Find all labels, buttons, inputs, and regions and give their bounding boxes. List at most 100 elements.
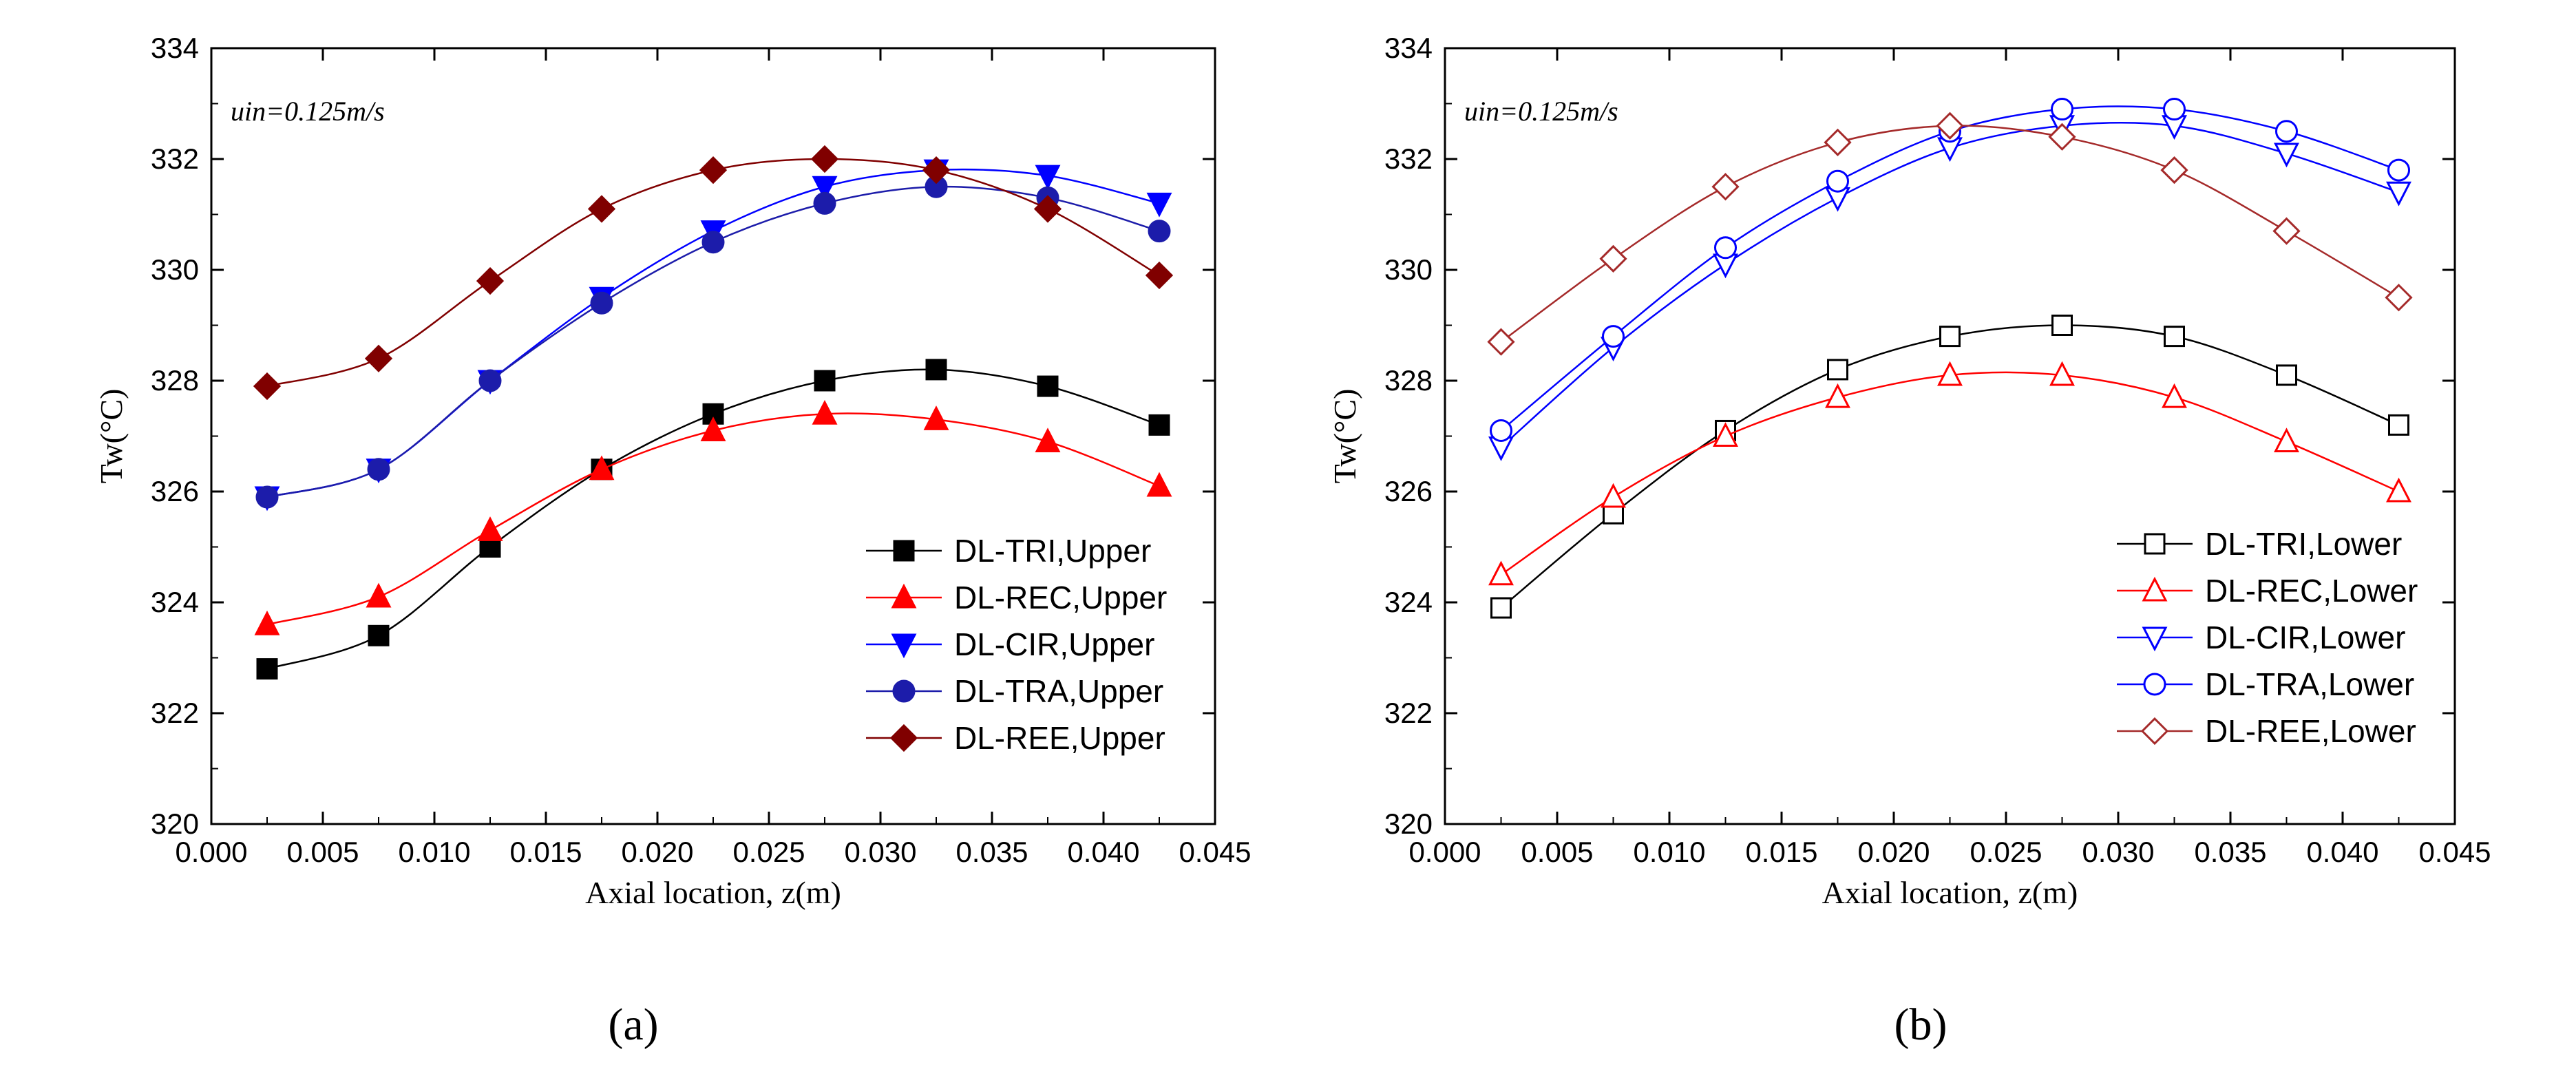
panel-label: (b) [1894,1000,1947,1050]
legend-label: DL-REC,Lower [2205,573,2418,609]
x-tick-label: 0.020 [621,836,693,868]
data-point [1488,560,1514,586]
y-tick-label: 334 [1384,32,1433,64]
legend-marker [891,583,917,609]
series-dl-tra-upper [255,175,1171,509]
data-point [1037,375,1059,397]
data-point [255,485,279,509]
y-tick-label: 326 [1384,475,1433,507]
y-tick-label: 326 [151,475,199,507]
data-point [2386,181,2411,207]
data-point [2385,284,2413,312]
series-line [266,168,1160,498]
x-tick-label: 0.045 [2418,836,2491,868]
legend-marker [2140,717,2169,746]
plot-frame [1444,47,2456,825]
legend-marker [2142,626,2168,652]
y-tick-label: 330 [151,253,199,286]
legend-item: DL-TRA,Lower [2117,666,2414,702]
data-point [810,145,839,173]
y-axis-label: Tw(°C) [1327,389,1362,484]
data-point [2051,315,2073,336]
series-dl-rec-lower [1488,361,2411,586]
data-point [922,156,951,184]
inlet-velocity-annotation: uin=0.125m/s [231,96,385,127]
legend-label: DL-REE,Lower [2205,713,2416,749]
data-point [2049,361,2075,386]
data-point [2274,428,2299,453]
x-tick-label: 0.020 [1857,836,1930,868]
data-point [2276,364,2297,386]
data-point [2164,326,2185,348]
data-point [253,372,282,401]
legend-label: DL-CIR,Lower [2205,620,2405,655]
data-point [1711,173,1740,201]
y-tick-label: 334 [151,32,199,64]
legend-marker [2144,533,2166,555]
x-tick-label: 0.015 [1745,836,1817,868]
x-tick-label: 0.030 [2082,836,2154,868]
data-point [813,191,836,215]
y-tick-label: 322 [1384,697,1433,729]
x-tick-label: 0.010 [1633,836,1705,868]
legend-marker [889,724,918,752]
data-point [1148,414,1170,436]
legend-marker [2142,576,2168,602]
data-point [364,344,393,372]
data-point [1148,220,1171,243]
data-point [1487,328,1515,356]
panel-a: 0.000 0.005 0.010 0.015 0.020 0.025 0.030 0.035… [94,32,1252,1050]
data-point [1936,112,1964,140]
legend-item: DL-CIR,Upper [866,626,1154,662]
data-point [254,610,280,635]
data-point [1490,419,1512,442]
series-dl-tri-lower [1490,315,2409,619]
data-point [2275,120,2298,143]
series-dl-tra-lower [1490,98,2410,442]
data-point [2162,383,2187,408]
data-point [699,156,728,184]
y-tick-label: 324 [1384,586,1433,618]
data-point [366,582,392,608]
x-tick-label: 0.005 [286,836,359,868]
data-point [1714,236,1737,260]
data-point [701,231,725,254]
panel-b: 0.000 0.005 0.010 0.015 0.020 0.025 0.030 0.035… [1327,32,2491,1050]
legend-label: DL-TRI,Upper [954,533,1151,569]
data-point [1713,422,1738,447]
legend-label: DL-CIR,Upper [954,626,1154,662]
data-point [1827,359,1848,381]
legend-item: DL-TRI,Upper [866,533,1151,569]
legend-item: DL-TRA,Upper [866,673,1163,709]
legend-marker [891,633,917,659]
series-dl-ree-lower [1487,112,2413,356]
data-point [1602,325,1625,348]
series-dl-cir-lower [1488,115,2411,461]
legend-item: DL-CIR,Lower [2117,620,2405,655]
data-point [2388,414,2409,436]
data-point [477,516,503,541]
data-point [2272,217,2301,245]
data-point [589,455,615,481]
data-point [1490,597,1512,619]
data-point [1146,192,1172,218]
x-tick-label: 0.030 [844,836,916,868]
legend-item: DL-REC,Upper [866,580,1167,615]
x-tick-label: 0.025 [1970,836,2042,868]
legend-label: DL-TRA,Lower [2205,666,2414,702]
legend-label: DL-TRI,Lower [2205,526,2402,562]
x-tick-label: 0.005 [1521,836,1593,868]
y-tick-label: 332 [1384,143,1433,175]
x-tick-label: 0.025 [732,836,805,868]
data-point [1033,195,1062,223]
data-point [925,359,947,381]
legend-label: DL-REC,Upper [954,580,1167,615]
series-line [1500,105,2399,432]
x-tick-label: 0.035 [2194,836,2266,868]
series-dl-ree-upper [253,145,1174,401]
data-point [2387,158,2410,182]
y-tick-label: 320 [1384,808,1433,840]
series-line [1500,121,2399,448]
data-point [590,291,613,315]
data-point [1146,472,1172,497]
